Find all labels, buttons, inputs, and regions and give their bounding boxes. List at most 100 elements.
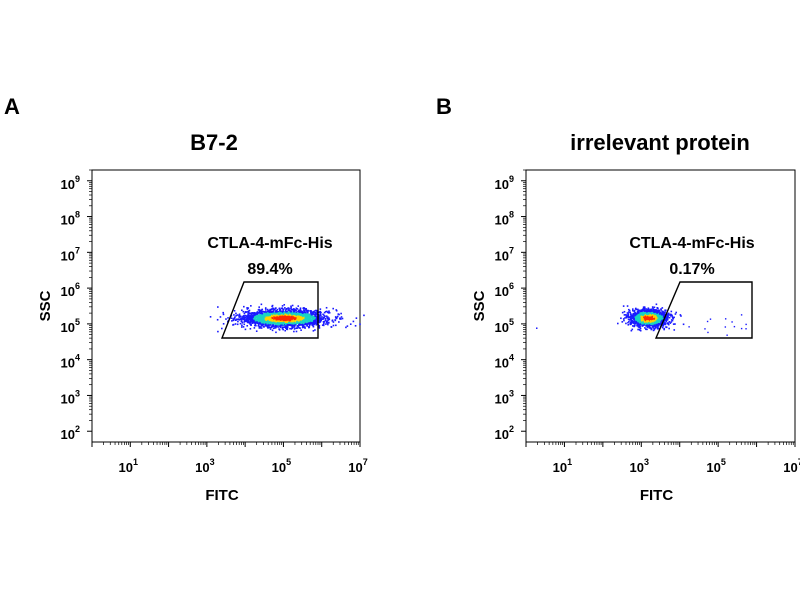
event-dot [305, 319, 307, 321]
event-dot [340, 312, 342, 315]
event-dot [262, 316, 265, 318]
event-dot [704, 328, 706, 330]
event-dot [269, 322, 272, 325]
event-dot [245, 315, 248, 317]
event-dot [642, 315, 644, 318]
x-axis-label: FITC [640, 487, 673, 504]
event-dot [649, 324, 652, 327]
event-dot [287, 313, 290, 315]
event-dot [246, 316, 249, 319]
gate-name-label: CTLA-4-mFc-His [207, 235, 332, 252]
event-dot [277, 314, 280, 317]
gate-name-label: CTLA-4-mFc-His [629, 235, 754, 252]
event-dot [323, 311, 326, 314]
event-dot [647, 309, 649, 312]
event-dot [656, 319, 659, 322]
event-dot [293, 310, 295, 313]
event-dot [629, 318, 631, 321]
event-dot [638, 324, 641, 327]
event-dot [245, 320, 247, 323]
event-dot [338, 321, 340, 323]
event-dot [243, 312, 246, 315]
event-dot [269, 319, 271, 322]
event-dot [307, 326, 310, 329]
tick-label: 105 [272, 457, 291, 475]
event-dot [261, 310, 263, 313]
event-dot [260, 310, 262, 313]
event-dot [626, 315, 629, 318]
event-dot [280, 324, 283, 327]
event-dot [260, 309, 262, 312]
event-dot [665, 318, 667, 321]
event-dot [236, 314, 239, 316]
event-dot [323, 316, 326, 319]
event-dot [290, 328, 293, 330]
event-dot [282, 326, 285, 329]
event-dot [657, 325, 659, 327]
event-dot [662, 317, 664, 320]
event-dot [262, 314, 265, 317]
event-dot [260, 311, 263, 314]
event-dot [646, 321, 649, 324]
event-dot [645, 311, 648, 313]
event-dot [269, 321, 272, 324]
event-dot [279, 324, 282, 326]
event-dot [321, 324, 324, 326]
event-dot [625, 316, 628, 319]
event-dot [284, 326, 287, 328]
event-dot [620, 317, 622, 320]
event-dot [297, 318, 300, 320]
event-dot [639, 316, 641, 319]
panel-b-letter: B [436, 94, 452, 119]
event-dot [642, 317, 644, 319]
event-dot [643, 320, 646, 323]
event-dot [273, 316, 275, 318]
event-dot [313, 313, 315, 316]
event-dot [345, 326, 347, 329]
event-dot [305, 314, 307, 317]
event-dot [284, 310, 287, 313]
event-dot [308, 324, 311, 327]
event-dot [299, 318, 302, 321]
event-dot [301, 312, 303, 314]
event-dot [646, 322, 649, 325]
event-dot [655, 312, 658, 315]
event-dot [297, 305, 300, 307]
event-dot [281, 321, 283, 324]
event-dot [282, 313, 285, 315]
gate-percent-label: 0.17% [669, 261, 714, 278]
event-dot [647, 310, 650, 313]
event-dot [322, 323, 325, 325]
event-dot [668, 316, 671, 319]
event-dot [300, 311, 302, 314]
event-dot [631, 321, 634, 324]
tick-label: 106 [61, 281, 80, 299]
event-dot [634, 314, 637, 317]
event-dot [314, 316, 316, 318]
event-dot [666, 318, 668, 320]
event-dot [324, 318, 327, 320]
event-dot [222, 311, 225, 314]
event-dot [253, 316, 256, 318]
event-dot [275, 316, 278, 318]
event-dot [645, 322, 647, 325]
tick-label: 104 [495, 353, 514, 371]
event-dot [674, 323, 676, 325]
event-dot [268, 321, 271, 323]
event-dot [300, 319, 302, 322]
event-dot [661, 324, 664, 327]
event-dot [299, 309, 302, 311]
event-dot [280, 314, 283, 316]
event-dot [301, 320, 304, 322]
event-dot [269, 309, 272, 312]
event-dot [296, 308, 299, 310]
event-dot [287, 317, 290, 320]
event-dot [301, 324, 303, 326]
event-dot [269, 318, 272, 320]
event-dot [664, 309, 666, 312]
event-dot [297, 325, 299, 328]
event-dot [217, 306, 219, 308]
event-dot [670, 310, 673, 313]
event-dot [243, 314, 245, 317]
event-dot [261, 323, 263, 326]
